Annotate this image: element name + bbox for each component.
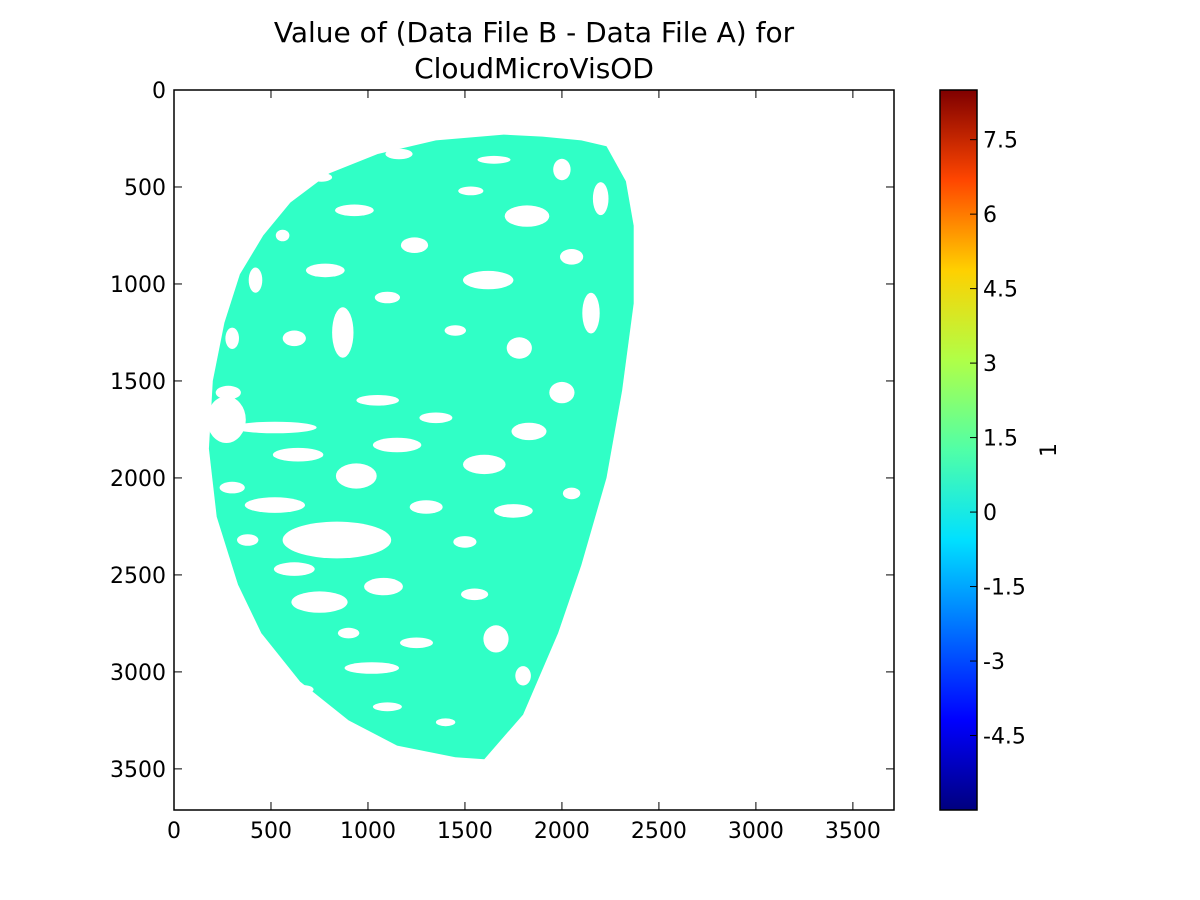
no-data-gap [400, 637, 433, 649]
no-data-gap [335, 204, 374, 217]
no-data-gap [215, 385, 241, 400]
colorbar-tick-label: -4.5 [983, 725, 1026, 750]
no-data-gap [248, 267, 263, 293]
y-tick-label: 2000 [110, 467, 166, 492]
no-data-gap [553, 158, 571, 181]
no-data-gap [504, 205, 550, 227]
no-data-gap [560, 248, 584, 265]
no-data-gap [409, 500, 443, 514]
no-data-gap [463, 454, 506, 475]
no-data-gap [385, 148, 413, 160]
no-data-gap [305, 263, 345, 278]
colorbar: -4.5 -3 -1.5 0 1.5 3 4.5 6 7.5 1 [939, 89, 1062, 811]
colorbar-tick-label: -3 [983, 650, 1005, 675]
x-tick-label: 3000 [728, 819, 784, 844]
y-tick-label: 3500 [110, 758, 166, 783]
y-tick-label: 0 [152, 79, 166, 104]
colorbar-tick-label: 0 [983, 501, 997, 526]
y-tick-label: 500 [124, 176, 166, 201]
no-data-gap [332, 307, 354, 358]
colorbar-label: 1 [1037, 443, 1062, 457]
colorbar-tick-label: 4.5 [983, 278, 1018, 303]
chart-title-line-1: Value of (Data File B - Data File A) for [273, 16, 795, 49]
plot-area [207, 134, 634, 760]
no-data-gap [511, 422, 547, 441]
no-data-gap [419, 412, 453, 424]
y-tick-label: 2500 [110, 564, 166, 589]
no-data-gap [458, 186, 484, 196]
no-data-gap [435, 718, 456, 727]
no-data-gap [582, 292, 600, 334]
no-data-gap [272, 447, 324, 462]
x-tick-label: 2500 [631, 819, 687, 844]
no-data-gap [400, 237, 429, 253]
no-data-gap [310, 172, 333, 182]
no-data-gap [372, 702, 402, 712]
no-data-gap [337, 627, 360, 639]
colorbar-tick-label: 3 [983, 352, 997, 377]
no-data-gap [549, 381, 575, 404]
no-data-gap [335, 463, 377, 489]
x-tick-label: 1500 [437, 819, 493, 844]
y-tick-label: 1500 [110, 370, 166, 395]
no-data-gap [356, 395, 400, 406]
axes-frame [173, 89, 895, 811]
no-data-gap [444, 325, 466, 336]
x-tick-label: 1000 [340, 819, 396, 844]
axes: 0 500 1000 1500 2000 2500 3000 3500 0 500 1000 1500… [110, 79, 895, 844]
no-data-gap [225, 327, 239, 349]
no-data-gap [374, 291, 400, 304]
colorbar-tick-label: 1.5 [983, 427, 1018, 452]
no-data-gap [477, 155, 511, 164]
no-data-gap [282, 521, 392, 559]
no-data-gap [494, 504, 533, 518]
chart-title-line-2: CloudMicroVisOD [414, 52, 654, 85]
no-data-gap [282, 330, 306, 347]
no-data-gap [219, 481, 245, 494]
colorbar-tick-label: 7.5 [983, 129, 1018, 154]
no-data-gap [364, 577, 403, 596]
no-data-gap [290, 685, 314, 694]
no-data-gap [291, 591, 348, 613]
colorbar-tick-label: -1.5 [983, 576, 1026, 601]
no-data-gap [237, 534, 259, 546]
no-data-gap [592, 182, 609, 216]
no-data-gap [344, 662, 399, 674]
no-data-gap [506, 337, 532, 359]
no-data-gap [562, 487, 581, 500]
data-region-value-zero [208, 134, 634, 760]
colorbar-gradient [939, 89, 978, 811]
no-data-gap [207, 396, 246, 444]
x-tick-label: 500 [250, 819, 292, 844]
x-tick-label: 2000 [534, 819, 590, 844]
no-data-gap [515, 666, 531, 686]
no-data-gap [463, 270, 514, 290]
no-data-gap [461, 588, 489, 601]
colorbar-tick-label: 6 [983, 203, 997, 228]
no-data-gap [372, 437, 422, 453]
no-data-gap [483, 625, 509, 653]
y-tick-label: 3000 [110, 661, 166, 686]
no-data-gap [244, 497, 305, 513]
no-data-gap [453, 536, 477, 548]
no-data-gap [275, 229, 290, 242]
x-tick-label: 0 [167, 819, 181, 844]
x-tick-label: 3500 [825, 819, 881, 844]
y-tick-label: 1000 [110, 273, 166, 298]
no-data-gap [233, 421, 317, 434]
no-data-gap [273, 562, 315, 576]
